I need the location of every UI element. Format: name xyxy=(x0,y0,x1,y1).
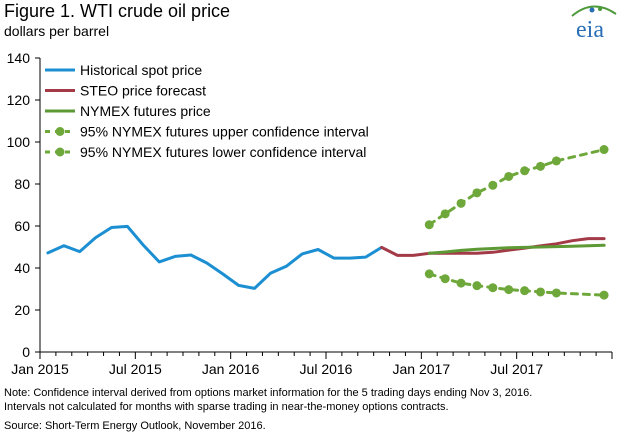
legend-marker xyxy=(55,127,65,136)
series-point xyxy=(520,166,530,176)
series-line-steo-price-forecast xyxy=(380,237,606,257)
y-tick-label: 0 xyxy=(22,344,30,360)
series-point xyxy=(472,281,482,291)
series-point xyxy=(504,171,514,181)
series-point xyxy=(472,188,482,198)
axes: 0 20 40 60 80 100 120 140 Jan 2015 Jul 2015 Jan 20… xyxy=(7,50,613,377)
legend-label: 95% NYMEX futures lower confidence inter… xyxy=(80,144,366,160)
chart-note-line-2: Intervals not calculated for months with… xyxy=(4,401,449,413)
x-tick-label: Jan 2015 xyxy=(11,361,69,377)
series-point xyxy=(424,220,434,230)
series-point xyxy=(488,283,498,293)
series-point xyxy=(520,286,530,296)
x-tick-label: Jul 2015 xyxy=(109,361,162,377)
series-point xyxy=(440,209,450,219)
series-layer xyxy=(46,145,609,300)
y-tick-label: 120 xyxy=(7,92,31,108)
series-line-95-nymex-futures-lower-confidence-interval xyxy=(427,272,606,297)
legend-label: STEO price forecast xyxy=(80,83,206,99)
y-tick-label: 80 xyxy=(14,176,30,192)
series-point xyxy=(488,180,498,190)
series-point xyxy=(536,287,545,297)
series-point xyxy=(424,269,434,279)
series-point xyxy=(456,278,466,288)
series-point xyxy=(551,156,561,166)
series-point xyxy=(599,145,609,155)
series-point xyxy=(599,290,609,300)
y-tick-label: 140 xyxy=(7,50,31,66)
y-tick-label: 20 xyxy=(14,302,30,318)
legend-label: Historical spot price xyxy=(80,62,202,78)
x-tick-label: Jan 2017 xyxy=(393,361,451,377)
legend-label: NYMEX futures price xyxy=(80,103,211,119)
y-tick-label: 100 xyxy=(7,134,31,150)
y-tick-label: 60 xyxy=(14,218,30,234)
legend-marker xyxy=(55,147,65,157)
series-line-nymex-futures-price xyxy=(427,243,606,255)
series-line-95-nymex-futures-upper-confidence-interval xyxy=(427,148,606,227)
chart-subtitle: dollars per barrel xyxy=(4,23,110,39)
x-tick-label: Jul 2016 xyxy=(300,361,353,377)
legend-label: 95% NYMEX futures upper confidence inter… xyxy=(80,124,369,140)
series-line-historical-spot-price xyxy=(46,224,384,290)
x-tick-label: Jan 2016 xyxy=(202,361,260,377)
logo-text: eia xyxy=(576,17,604,42)
y-tick-label: 40 xyxy=(14,260,30,276)
legend: Historical spot price STEO price forecast… xyxy=(45,62,369,160)
x-tick-label: Jul 2017 xyxy=(490,361,543,377)
chart-title: Figure 1. WTI crude oil price xyxy=(4,1,231,21)
series-point xyxy=(536,161,545,171)
series-point xyxy=(551,288,561,298)
eia-logo: eia xyxy=(571,5,617,42)
chart-source: Source: Short-Term Energy Outlook, Novem… xyxy=(4,420,266,432)
series-point xyxy=(440,274,450,284)
series-point xyxy=(504,285,514,295)
series-point xyxy=(456,198,466,208)
chart-note-line-1: Note: Confidence interval derived from o… xyxy=(4,387,533,399)
